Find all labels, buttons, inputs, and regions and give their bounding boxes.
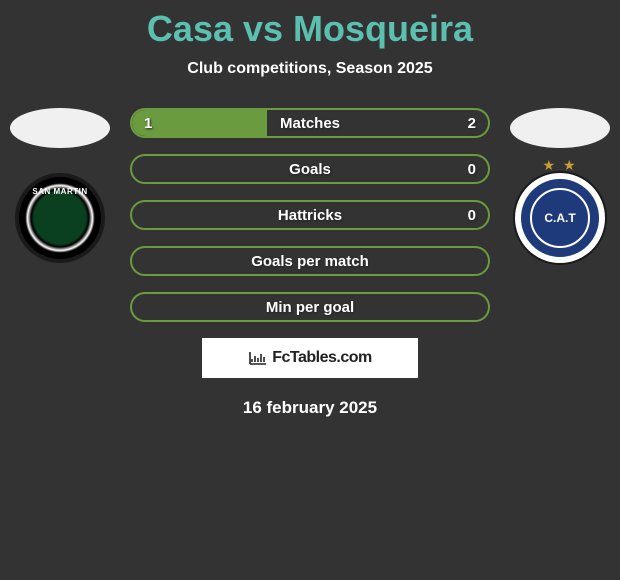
club-badge-right: ★ ★ C.A.T <box>515 173 605 263</box>
player-left-column: SAN MARTIN <box>10 108 110 263</box>
stat-label: Goals <box>289 161 331 178</box>
stat-value-left: 1 <box>144 115 152 132</box>
stat-bar-matches: 1 Matches 2 <box>130 108 490 138</box>
player-right-avatar <box>510 108 610 148</box>
club-badge-left-text: SAN MARTIN <box>32 187 87 196</box>
stat-label: Goals per match <box>251 253 369 270</box>
stat-bar-hattricks: Hattricks 0 <box>130 200 490 230</box>
club-badge-right-stars: ★ ★ <box>543 157 578 174</box>
stat-value-right: 2 <box>468 115 476 132</box>
player-left-avatar <box>10 108 110 148</box>
stat-label: Hattricks <box>278 207 342 224</box>
page-subtitle: Club competitions, Season 2025 <box>0 60 620 78</box>
comparison-panel: SAN MARTIN ★ ★ C.A.T 1 Matches 2 Goals 0… <box>0 108 620 418</box>
chart-icon <box>248 350 268 366</box>
stat-label: Matches <box>280 115 340 132</box>
stat-value-right: 0 <box>468 161 476 178</box>
club-badge-right-text: C.A.T <box>530 188 590 248</box>
date-label: 16 february 2025 <box>0 398 620 418</box>
stat-bar-goals: Goals 0 <box>130 154 490 184</box>
stat-value-right: 0 <box>468 207 476 224</box>
stat-bar-min-per-goal: Min per goal <box>130 292 490 322</box>
stat-bar-goals-per-match: Goals per match <box>130 246 490 276</box>
page-title: Casa vs Mosqueira <box>0 0 620 50</box>
stats-container: 1 Matches 2 Goals 0 Hattricks 0 Goals pe… <box>130 108 490 322</box>
watermark-badge: FcTables.com <box>202 338 418 378</box>
player-right-column: ★ ★ C.A.T <box>510 108 610 263</box>
club-badge-left: SAN MARTIN <box>15 173 105 263</box>
stat-label: Min per goal <box>266 299 354 316</box>
watermark-text: FcTables.com <box>272 349 372 367</box>
